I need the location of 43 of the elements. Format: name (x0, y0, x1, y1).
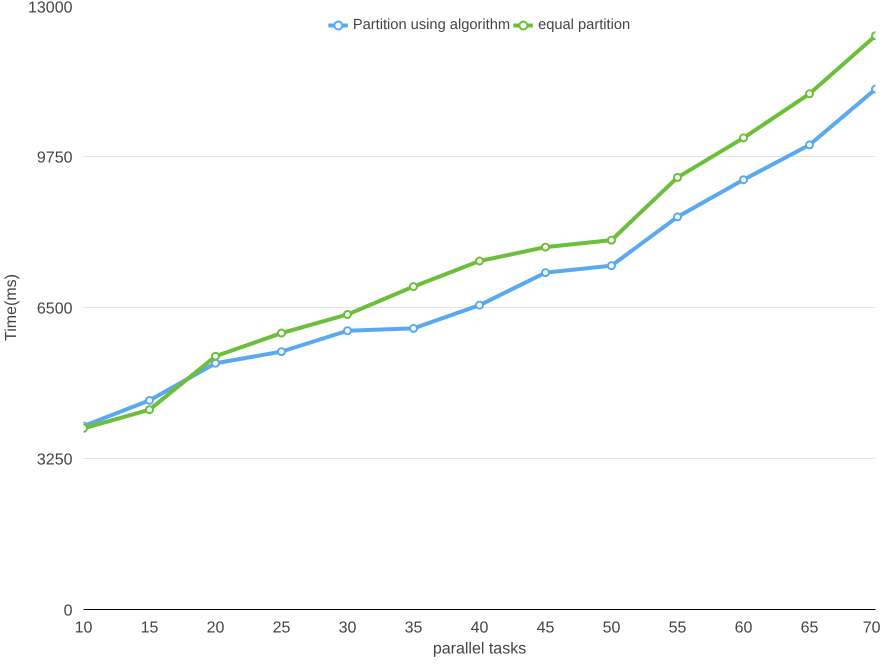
y-tick-label: 13000 (28, 0, 73, 16)
x-tick-label: 15 (140, 620, 158, 636)
point (343, 310, 352, 319)
x-tick-label: 30 (338, 620, 356, 636)
x-tick-label: 10 (74, 620, 92, 636)
point (739, 133, 748, 142)
x-tick-label: 20 (206, 620, 224, 636)
y-tick-label: 0 (64, 602, 73, 620)
point (145, 405, 154, 414)
point (607, 236, 616, 245)
y-axis-title: Time(ms) (3, 274, 20, 341)
point (277, 328, 286, 338)
point (607, 261, 616, 270)
x-tick-label: 50 (602, 620, 620, 636)
point (409, 324, 418, 333)
x-tick-label: 45 (536, 620, 554, 636)
point (541, 242, 550, 252)
point (475, 256, 484, 266)
point (805, 140, 814, 150)
x-tick-label: 70 (862, 620, 881, 636)
point (145, 396, 154, 405)
point (211, 352, 220, 361)
point (475, 300, 484, 310)
x-tick-label: 60 (734, 620, 752, 636)
x-tick-label: 65 (800, 620, 818, 636)
point (277, 347, 286, 356)
y-tick-label: 6500 (36, 300, 73, 318)
x-tick-label: 40 (470, 620, 488, 636)
x-tick-label: 55 (668, 620, 686, 636)
point (805, 89, 814, 98)
point (673, 212, 682, 222)
point (541, 268, 550, 278)
y-tick-label: 9750 (36, 150, 73, 166)
point (673, 172, 682, 182)
y-tick-label: 3250 (36, 452, 73, 468)
legend-label: Partition using algorithm (352, 17, 510, 33)
point (739, 175, 748, 184)
legend-label: equal partition (538, 17, 630, 33)
x-tick-label: 35 (404, 620, 422, 636)
point (343, 326, 352, 336)
point (409, 282, 418, 292)
x-tick-label: 25 (272, 620, 290, 636)
x-axis-title: parallel tasks (432, 640, 526, 658)
